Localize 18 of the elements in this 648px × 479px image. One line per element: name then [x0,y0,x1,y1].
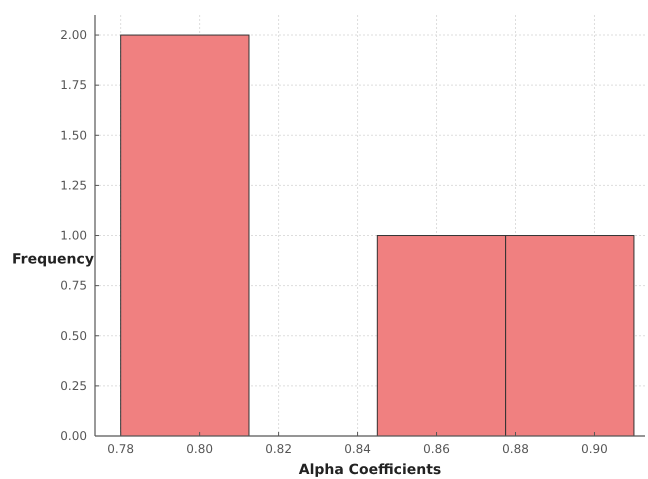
x-tick-label: 0.90 [581,442,608,456]
y-tick-label: 0.75 [60,278,87,293]
x-tick-label: 0.78 [107,442,134,456]
y-tick-label: 1.75 [60,78,87,92]
y-tick-label: 2.00 [60,28,87,42]
x-tick-label: 0.88 [502,442,529,456]
x-tick-label: 0.82 [265,442,292,456]
x-axis-title: Alpha Coefficients [298,462,442,478]
x-tick-label: 0.80 [186,442,213,456]
x-tick-label: 0.84 [344,442,371,456]
y-tick-label: 1.00 [60,228,87,243]
y-tick-label: 0.25 [60,378,87,393]
y-tick-label: 0.50 [60,328,87,343]
y-tick-label: 1.25 [60,178,87,192]
y-tick-label: 0.00 [60,429,87,443]
x-tick-label: 0.86 [423,442,450,456]
y-tick-label: 1.50 [60,128,87,142]
y-axis-title: Frequency [12,252,94,268]
